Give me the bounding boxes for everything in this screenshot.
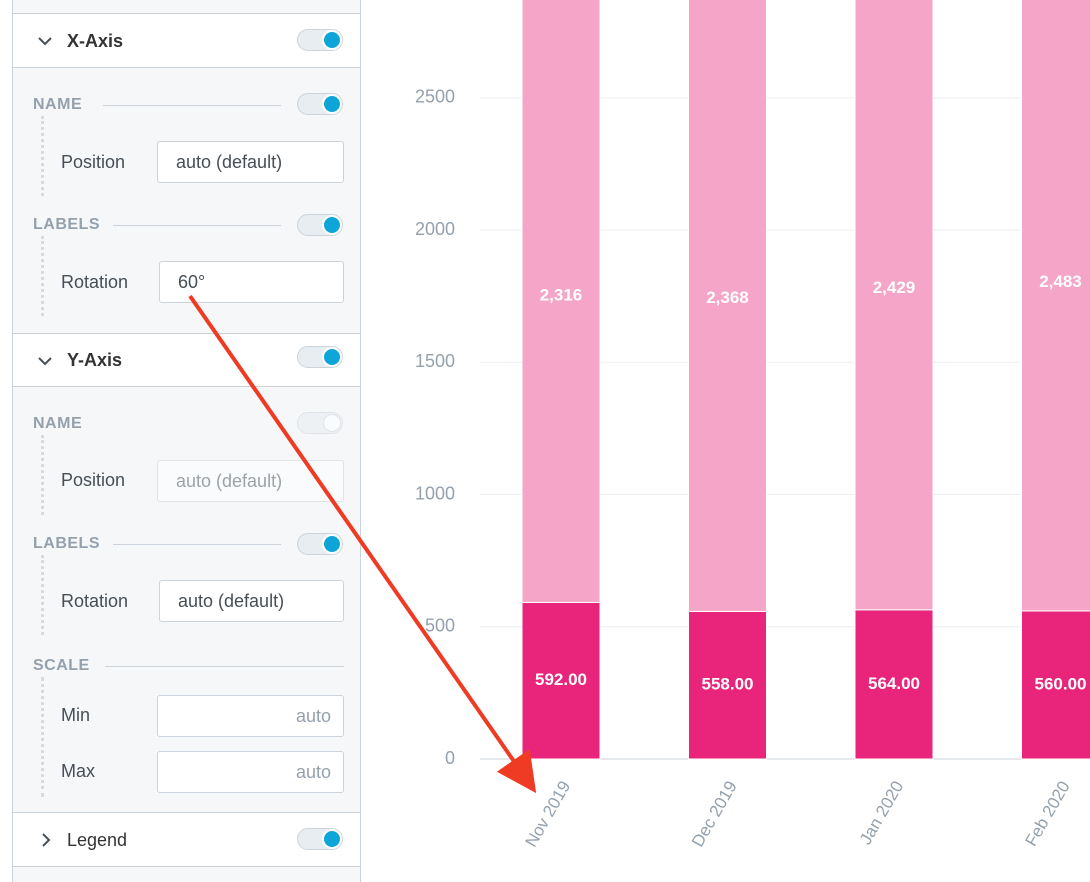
section-header[interactable]: Y-Axis xyxy=(12,333,361,387)
text-input[interactable]: auto xyxy=(157,751,344,793)
panel-body: NAME Position auto (default) LABELS Rota… xyxy=(12,68,361,334)
bar-segment xyxy=(1021,610,1090,760)
data-label: 560.00 xyxy=(1035,674,1087,693)
y-tick-label: 1500 xyxy=(415,351,455,371)
panel-body xyxy=(12,0,361,13)
field-caption: SCALE xyxy=(33,657,90,674)
panel-body xyxy=(12,867,361,882)
toggle[interactable] xyxy=(297,29,343,51)
toggle[interactable] xyxy=(297,346,343,368)
settings-panel: X-Axis NAME Position auto (default) LABE… xyxy=(0,0,364,882)
indent xyxy=(41,236,44,316)
rule xyxy=(105,666,344,667)
y-tick-label: 500 xyxy=(425,616,455,636)
field-caption: NAME xyxy=(33,415,83,432)
y-tick-label: 2000 xyxy=(415,219,455,239)
x-tick-label: Jan 2020 xyxy=(856,778,907,848)
indent xyxy=(41,555,44,635)
dropdown-value: auto (default) xyxy=(176,471,283,491)
rule xyxy=(103,105,281,106)
text-input[interactable]: auto xyxy=(157,695,344,737)
field-label: Min xyxy=(61,705,91,725)
section-title: X-Axis xyxy=(67,31,124,51)
field-caption: LABELS xyxy=(33,216,100,233)
data-label: 2,483 xyxy=(1039,272,1082,291)
bar-segment xyxy=(521,0,601,603)
field-label: Rotation xyxy=(61,272,129,292)
dropdown-value: 60° xyxy=(178,272,206,292)
field-label: Max xyxy=(61,761,96,781)
section-title: Y-Axis xyxy=(67,350,123,370)
x-tick-label: Feb 2020 xyxy=(1021,778,1073,850)
rule xyxy=(113,544,281,545)
field-label: Position xyxy=(61,470,126,490)
field-label: Position xyxy=(61,152,126,172)
bar-segment xyxy=(854,609,934,760)
bar-segment xyxy=(854,0,934,611)
input-value: auto xyxy=(295,706,331,726)
toggle[interactable] xyxy=(297,412,343,434)
section-title: Legend xyxy=(67,830,128,850)
bar-segment xyxy=(521,601,601,760)
dropdown[interactable]: auto (default) xyxy=(157,141,344,183)
x-tick-label: Nov 2019 xyxy=(522,778,575,851)
x-tick-label: Dec 2019 xyxy=(688,778,741,851)
data-label: 2,316 xyxy=(540,286,583,305)
input-value: auto xyxy=(295,762,331,782)
indent xyxy=(41,435,44,515)
data-label: 2,368 xyxy=(706,288,749,307)
bar-segment xyxy=(688,610,767,760)
dropdown-value: auto (default) xyxy=(178,591,285,611)
dropdown: auto (default) xyxy=(157,460,344,502)
data-label: 2,429 xyxy=(873,278,916,297)
toggle[interactable] xyxy=(297,214,343,236)
rule xyxy=(113,225,281,226)
toggle[interactable] xyxy=(297,828,343,850)
chevron xyxy=(42,833,51,847)
data-label: 592.00 xyxy=(535,670,587,689)
toggle[interactable] xyxy=(297,533,343,555)
indent xyxy=(41,116,44,196)
dropdown-value: auto (default) xyxy=(176,152,283,172)
bar-segment xyxy=(1021,0,1090,612)
panel-body: NAME Position auto (default) LABELS Rota… xyxy=(12,387,361,813)
field-caption: LABELS xyxy=(33,535,100,552)
dropdown[interactable]: 60° xyxy=(159,261,344,303)
toggle[interactable] xyxy=(297,93,343,115)
bar-segment xyxy=(688,0,767,612)
chevron xyxy=(38,357,52,366)
y-tick-label: 1000 xyxy=(415,483,455,503)
dropdown[interactable]: auto (default) xyxy=(159,580,344,622)
section-header[interactable]: Legend xyxy=(12,812,361,867)
section-header[interactable]: X-Axis xyxy=(12,13,361,68)
field-label: Rotation xyxy=(61,591,129,611)
data-label: 564.00 xyxy=(868,674,920,693)
data-label: 558.00 xyxy=(702,675,754,694)
field-caption: NAME xyxy=(33,96,83,113)
chevron xyxy=(38,37,52,46)
indent xyxy=(41,677,44,797)
y-tick-label: 0 xyxy=(445,748,455,768)
y-tick-label: 2500 xyxy=(415,87,455,107)
